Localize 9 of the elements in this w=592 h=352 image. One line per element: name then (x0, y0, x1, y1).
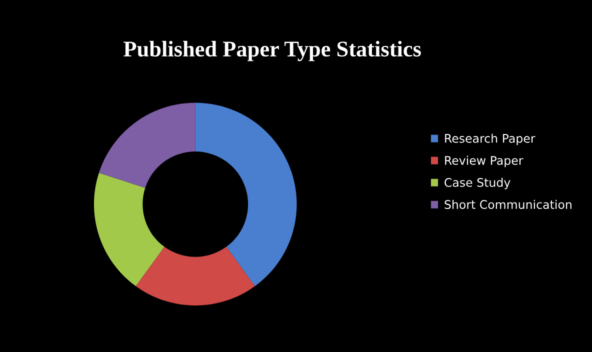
donut-slice (195, 102, 297, 286)
donut-slice (94, 172, 164, 286)
legend-label: Case Study (444, 178, 510, 190)
donut-slice (98, 102, 196, 188)
donut-slice (136, 246, 255, 306)
legend-label: Short Communication (444, 200, 572, 209)
chart-title: Published Paper Type Statistics (124, 40, 421, 62)
legend-label: Review Paper (445, 156, 524, 168)
legend-label: Research Paper (445, 134, 536, 146)
